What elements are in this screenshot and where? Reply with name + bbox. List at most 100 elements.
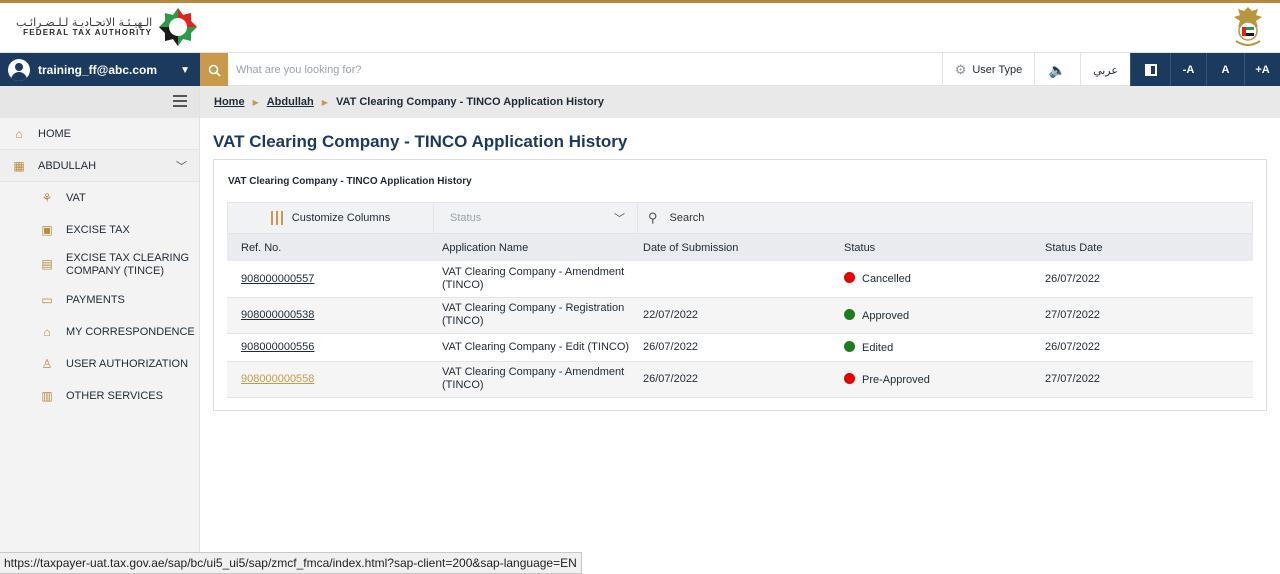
speaker-icon: 🔈 (1048, 61, 1067, 78)
top-accent-line (0, 0, 1280, 3)
status-date-cell: 26/07/2022 (1031, 333, 1253, 362)
sidebar-item-abdullah[interactable]: ▦ ABDULLAH ﹀ (0, 150, 199, 182)
sidebar: ⌂ HOME ▦ ABDULLAH ﹀ ⚘ VAT ▣ EXCISE TAX ▤… (0, 86, 200, 552)
user-type-label: User Type (972, 64, 1023, 76)
customize-columns-button[interactable]: Customize Columns (228, 203, 434, 233)
column-header[interactable]: Status Date (1031, 234, 1253, 261)
clearing-icon: ▤ (41, 257, 53, 272)
chevron-down-icon: ﹀ (176, 160, 187, 173)
logo-english-text: FEDERAL TAX AUTHORITY (23, 27, 153, 37)
panel-title: VAT Clearing Company - TINCO Application… (228, 176, 472, 187)
status-dot-icon (844, 372, 855, 384)
sidebar-item-label: OTHER SERVICES (66, 390, 163, 402)
font-increase-button[interactable]: +A (1244, 53, 1280, 87)
application-name: VAT Clearing Company - Amendment (TINCO) (442, 366, 625, 391)
sidebar-item-label: EXCISE TAX (66, 224, 130, 236)
table-row[interactable]: 908000000556 VAT Clearing Company - Edit… (227, 333, 1253, 362)
sidebar-item-label: VAT (66, 192, 86, 204)
customize-columns-label: Customize Columns (291, 212, 391, 224)
search-icon: ⚲ (648, 210, 658, 225)
sidebar-item-payments[interactable]: ▭ PAYMENTS (0, 284, 199, 316)
application-name: VAT Clearing Company - Registration (TIN… (442, 302, 625, 327)
sidebar-item-home[interactable]: ⌂ HOME (0, 118, 199, 150)
sidebar-item-user-authorization[interactable]: ♙ USER AUTHORIZATION (0, 348, 199, 380)
ref-cell: 908000000556 (227, 333, 428, 362)
services-icon: ▥ (41, 389, 53, 403)
sidebar-item-label: ABDULLAH (38, 159, 97, 172)
sidebar-item-label: MY CORRESPONDENCE (66, 326, 195, 338)
sidebar-item-correspondence[interactable]: ⌂ MY CORRESPONDENCE (0, 316, 199, 348)
chevron-down-icon: ﹀ (614, 213, 625, 225)
font-normal-button[interactable]: A (1206, 53, 1244, 87)
user-auth-icon: ♙ (41, 357, 53, 371)
global-search-button[interactable] (200, 53, 228, 87)
table-search-input[interactable] (669, 212, 1170, 224)
sidebar-header (0, 86, 199, 118)
ref-cell: 908000000538 (227, 297, 428, 334)
contrast-toggle-button[interactable] (1130, 53, 1170, 87)
column-header[interactable]: Application Name (428, 234, 629, 261)
status-dot-icon (844, 340, 855, 352)
application-name: VAT Clearing Company - Amendment (TINCO) (442, 266, 625, 291)
application-name: VAT Clearing Company - Edit (TINCO) (442, 340, 630, 353)
submission-date-cell: 22/07/2022 (629, 297, 830, 334)
column-header[interactable]: Date of Submission (629, 234, 830, 261)
status-label: Edited (862, 341, 894, 354)
table-row[interactable]: 908000000538 VAT Clearing Company - Regi… (227, 297, 1253, 334)
vat-icon: ⚘ (41, 191, 53, 205)
status-date-cell: 27/07/2022 (1031, 361, 1253, 398)
status-date-cell: 26/07/2022 (1031, 261, 1253, 298)
status-filter-select[interactable]: Status ﹀ (434, 203, 638, 233)
table-row[interactable]: 908000000557 VAT Clearing Company - Amen… (227, 261, 1253, 298)
status-dot-icon (844, 308, 855, 320)
contrast-icon (1144, 64, 1157, 76)
status-filter-placeholder: Status (450, 212, 482, 224)
ref-number-link[interactable]: 908000000557 (241, 272, 315, 285)
breadcrumb: Home ▶ Abdullah ▶ VAT Clearing Company -… (200, 86, 1280, 118)
chevron-down-icon: ▼ (180, 64, 190, 76)
ref-number-link[interactable]: 908000000558 (241, 373, 315, 385)
application-name-cell: VAT Clearing Company - Amendment (TINCO) (428, 261, 629, 298)
status-label: Approved (862, 309, 910, 322)
columns-icon (270, 211, 283, 225)
global-search-input[interactable] (236, 58, 936, 82)
site-header: الـهيـئـة الاتحـاديـة لـلـضـرائـب FEDERA… (0, 3, 1280, 52)
ref-number-link[interactable]: 908000000538 (241, 309, 315, 321)
ref-number-link[interactable]: 908000000556 (241, 341, 315, 353)
breadcrumb-parent-link[interactable]: Abdullah (266, 96, 314, 108)
table-search: ⚲ (638, 203, 1252, 233)
column-header[interactable]: Ref. No. (227, 234, 428, 261)
sidebar-item-vat[interactable]: ⚘ VAT (0, 182, 199, 214)
history-panel: VAT Clearing Company - TINCO Application… (213, 159, 1267, 411)
column-header[interactable]: Status (830, 234, 1031, 261)
font-decrease-button[interactable]: -A (1170, 53, 1206, 87)
breadcrumb-arrow-icon: ▶ (321, 97, 328, 107)
logo-arabic-text: الـهيـئـة الاتحـاديـة لـلـضـرائـب (16, 15, 153, 29)
submission-date-cell: 26/07/2022 (629, 361, 830, 398)
user-menu[interactable]: training_ff@abc.com ▼ (0, 53, 200, 87)
status-label: Pre-Approved (862, 373, 930, 386)
user-avatar-icon (8, 59, 30, 81)
sidebar-item-excise-clearing[interactable]: ▤ EXCISE TAX CLEARING COMPANY (TINCE) (0, 246, 199, 284)
grid-icon: ▦ (13, 158, 25, 173)
sidebar-item-other-services[interactable]: ▥ OTHER SERVICES (0, 380, 199, 412)
sidebar-item-excise-tax[interactable]: ▣ EXCISE TAX (0, 214, 199, 246)
language-toggle[interactable]: عربي (1080, 53, 1130, 87)
fta-logo[interactable]: الـهيـئـة الاتحـاديـة لـلـضـرائـب FEDERA… (16, 6, 198, 48)
sidebar-item-label: HOME (38, 127, 71, 140)
breadcrumb-arrow-icon: ▶ (252, 97, 259, 107)
sidebar-item-label: EXCISE TAX CLEARING COMPANY (TINCE) (66, 252, 190, 277)
table-header-row: Ref. No. Application Name Date of Submis… (227, 234, 1253, 261)
text-to-speech-button[interactable]: 🔈 (1034, 53, 1080, 87)
top-toolbar: training_ff@abc.com ▼ ⚙ User Type 🔈 عربي… (0, 52, 1280, 87)
table-row[interactable]: 908000000558 VAT Clearing Company - Amen… (227, 361, 1253, 398)
search-icon (208, 64, 221, 77)
breadcrumb-home-link[interactable]: Home (214, 96, 245, 108)
gear-icon: ⚙ (954, 62, 967, 77)
user-email: training_ff@abc.com (38, 63, 158, 77)
application-history-table: Ref. No. Application Name Date of Submis… (227, 234, 1253, 398)
user-type-button[interactable]: ⚙ User Type (942, 53, 1034, 87)
hamburger-menu-icon[interactable] (173, 95, 187, 107)
status-dot-icon (844, 272, 855, 284)
uae-emblem-icon (1234, 7, 1262, 46)
